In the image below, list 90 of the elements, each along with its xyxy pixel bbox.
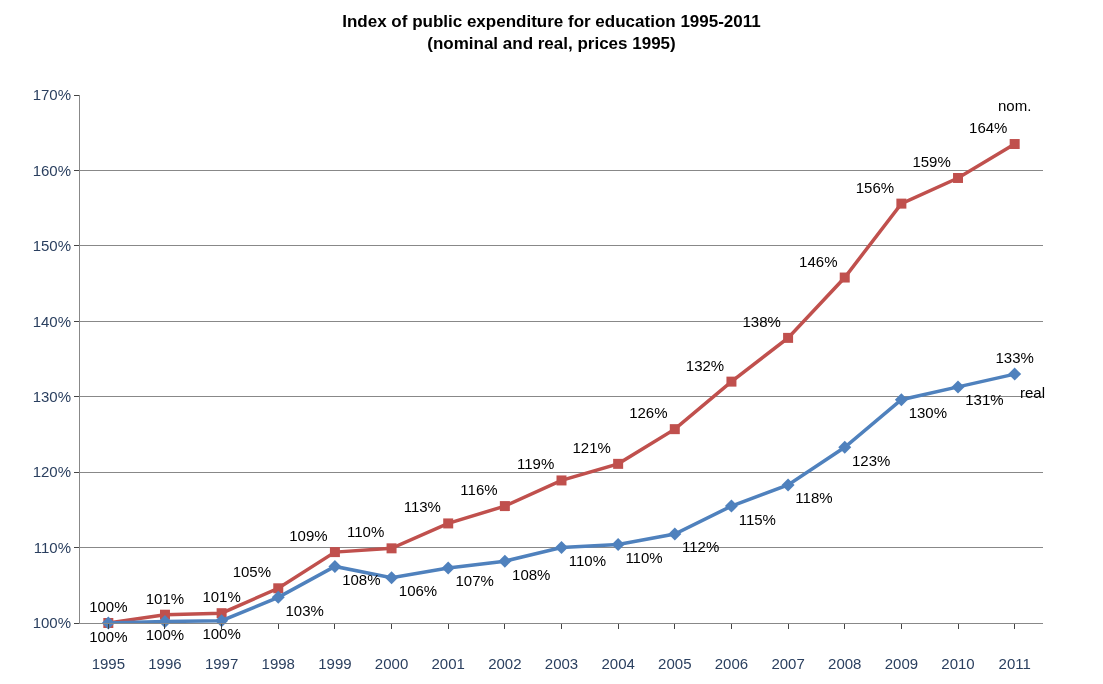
data-label: 107% [455, 572, 494, 590]
point [499, 501, 510, 512]
data-label: 101% [202, 588, 241, 606]
x-tick-label: 1999 [318, 655, 352, 672]
point [443, 518, 454, 529]
x-tick-label: 1997 [204, 655, 239, 672]
data-label: 109% [289, 527, 328, 545]
data-label: 133% [995, 349, 1034, 367]
data-label: 119% [516, 455, 555, 473]
data-label: 118% [795, 489, 833, 507]
y-tick-label: 130% [32, 387, 71, 405]
y-tick-label: 160% [32, 161, 71, 179]
chart-title: Index of public expenditure for education 1995-2011 (nominal and real, prices 1995) [342, 12, 761, 54]
data-label: 100% [89, 627, 128, 645]
data-label: 105% [232, 563, 272, 581]
data-label: 100% [202, 625, 241, 643]
data-label: 116% [460, 481, 498, 499]
data-label: 113% [403, 498, 441, 516]
data-label: 103% [285, 601, 324, 619]
data-label: 100% [145, 625, 185, 643]
point [328, 559, 342, 573]
x-tick-label: 2011 [998, 655, 1031, 672]
data-label: 121% [572, 438, 611, 456]
point [613, 458, 624, 469]
point [329, 547, 340, 558]
data-label: 131% [965, 391, 1004, 409]
x-tick-label: 2001 [431, 655, 465, 672]
x-tick-label: 2008 [828, 655, 862, 672]
y-tick-label: 170% [32, 86, 71, 104]
series-label: real [1020, 384, 1046, 401]
point [556, 475, 567, 486]
data-label: 108% [342, 570, 381, 588]
y-tick-label: 140% [32, 312, 71, 330]
point [783, 332, 794, 343]
y-tick-label: 120% [32, 463, 71, 481]
data-label: 146% [799, 252, 838, 270]
x-tick-label: 2006 [714, 655, 749, 672]
data-label: 115% [738, 510, 776, 528]
x-tick-label: 2007 [771, 655, 805, 672]
point [726, 376, 737, 387]
x-tick-label: 2004 [601, 655, 635, 672]
point [838, 440, 852, 454]
point [498, 554, 512, 568]
y-tick-label: 150% [32, 237, 71, 255]
point [555, 541, 568, 555]
x-tick-label: 2009 [884, 655, 919, 672]
point [839, 272, 850, 283]
point [1008, 367, 1022, 381]
point [951, 380, 965, 394]
point [669, 424, 680, 435]
point [271, 590, 285, 604]
point [611, 538, 625, 552]
point [724, 499, 738, 513]
point [953, 172, 964, 183]
point [781, 478, 795, 492]
data-label: 156% [855, 178, 895, 196]
x-tick-label: 1998 [261, 655, 295, 672]
x-tick-label: 1996 [148, 655, 182, 672]
data-label: 132% [685, 356, 725, 374]
data-label: 110% [347, 523, 385, 541]
data-label: 101% [145, 589, 185, 607]
data-label: 164% [969, 119, 1008, 137]
data-label: 100% [89, 598, 128, 615]
x-tick-label: 2000 [374, 655, 409, 672]
x-tick-label: 2005 [658, 655, 692, 672]
y-tick-label: 110% [33, 538, 71, 556]
point [386, 543, 397, 554]
y-tick-label: 100% [32, 614, 71, 632]
x-tick-label: 2003 [544, 655, 579, 672]
data-label: 112% [682, 538, 720, 556]
point [894, 393, 908, 407]
point [1009, 139, 1020, 150]
point [668, 527, 682, 541]
data-label: 108% [512, 565, 551, 583]
series-label: nom. [998, 97, 1032, 114]
data-label: 138% [742, 312, 781, 330]
data-label: 159% [912, 152, 951, 170]
x-tick-label: 2010 [941, 655, 975, 672]
point [896, 198, 907, 209]
x-tick-label: 1995 [91, 655, 126, 672]
data-label: 126% [629, 404, 668, 422]
point [273, 583, 284, 594]
data-label: 110% [568, 552, 607, 570]
point [385, 571, 399, 585]
data-label: 110% [625, 549, 663, 567]
data-label: 130% [908, 404, 948, 422]
data-label: 123% [851, 451, 891, 469]
point [441, 561, 455, 575]
x-tick-label: 2002 [488, 655, 522, 672]
data-label: 106% [398, 582, 438, 600]
